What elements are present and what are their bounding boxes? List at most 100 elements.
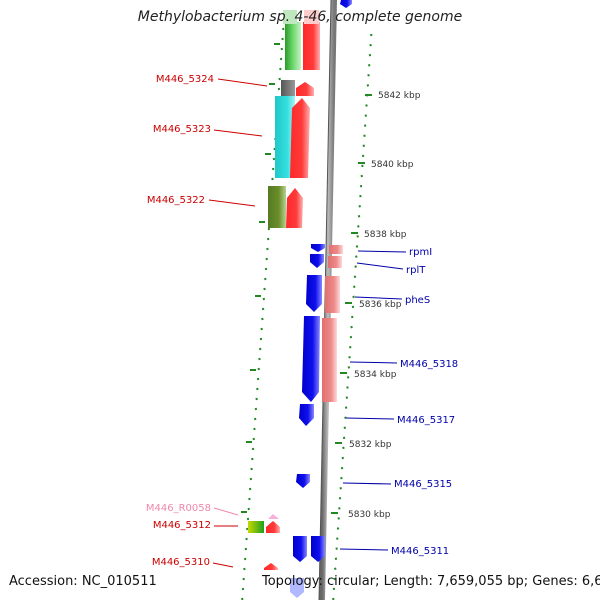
ruler-dot — [273, 147, 276, 151]
ruler-dot — [335, 547, 338, 550]
ruler-dot — [333, 577, 336, 581]
ruler-dot — [337, 517, 340, 520]
gene-label[interactable]: M446_5310 — [152, 557, 210, 568]
ruler-dot — [267, 227, 271, 231]
ruler-dot — [280, 47, 284, 51]
kbp-label: 5838 kbp — [364, 230, 407, 240]
ruler-dot — [245, 537, 248, 541]
ruler-dot — [265, 257, 268, 261]
ruler-dot — [338, 497, 342, 500]
gene-feature — [266, 521, 280, 533]
kbp-label: 5840 kbp — [371, 160, 414, 170]
gene-label[interactable]: M446_5312 — [153, 520, 211, 531]
gene-label[interactable]: M446_5323 — [153, 124, 211, 135]
ruler-dot — [251, 447, 255, 451]
gene-label[interactable]: M446_R0058 — [146, 503, 211, 514]
ruler-dot — [338, 507, 341, 510]
gene-feature — [281, 80, 295, 96]
ruler-dot — [358, 204, 361, 208]
gene-feature — [340, 0, 352, 8]
ruler-dot — [260, 327, 263, 331]
ruler-dot — [246, 527, 249, 531]
ruler-dot — [266, 237, 270, 241]
ruler-dot — [241, 587, 245, 591]
reverse-strand-features — [290, 0, 352, 598]
ruler-dot — [277, 87, 281, 91]
gene-label[interactable]: M446_5317 — [397, 415, 455, 426]
ruler-dot — [355, 245, 359, 248]
map-title: Methylobacterium sp. 4-46, complete geno… — [137, 9, 463, 25]
gene-feature — [306, 275, 322, 312]
ruler-dot — [281, 37, 284, 41]
gene-label[interactable]: M446_5315 — [394, 479, 452, 490]
gene-feature — [296, 474, 310, 488]
ruler-dot — [364, 114, 368, 117]
leader-line — [357, 250, 407, 253]
ruler-dot — [341, 456, 344, 460]
gene-label[interactable]: pheS — [405, 295, 430, 306]
leader-line — [217, 78, 268, 87]
ruler-dot — [359, 184, 363, 188]
ruler-dot — [247, 507, 250, 511]
ruler-dot — [264, 277, 267, 281]
gene-feature — [304, 10, 319, 24]
ruler-dot — [340, 466, 344, 470]
ruler-dot — [339, 486, 342, 490]
ruler-dot — [250, 467, 253, 471]
ruler-dot — [370, 33, 373, 37]
ruler-dot — [271, 177, 274, 181]
right-gene-labels: rpmI rplT pheS M446_5318 M446_5317 M446_5315 M… — [339, 247, 458, 557]
ruler-dot — [340, 476, 343, 480]
kbp-label: 5836 kbp — [359, 300, 402, 310]
ruler-dot — [279, 67, 282, 71]
ruler-dot — [336, 527, 340, 530]
ruler-dot — [248, 487, 252, 491]
ruler-dot — [350, 325, 353, 329]
ruler-dot — [362, 144, 366, 148]
ruler-dot — [356, 235, 359, 238]
ruler-dot — [348, 345, 352, 349]
ruler-dot — [346, 386, 349, 389]
ruler-dot — [361, 164, 364, 168]
gene-label[interactable]: M446_5318 — [400, 359, 458, 370]
ruler-dot — [261, 317, 264, 321]
gene-feature — [296, 82, 314, 96]
ruler-dot — [360, 174, 363, 178]
gene-feature — [248, 521, 264, 533]
gene-feature — [268, 186, 286, 228]
ruler-dot — [351, 315, 354, 319]
ruler-dot — [282, 27, 285, 31]
gene-label[interactable]: rplT — [406, 265, 426, 276]
ruler-dot — [367, 63, 371, 67]
ruler-dot — [369, 43, 372, 47]
gene-feature — [283, 10, 297, 24]
gene-label[interactable]: M446_5311 — [391, 546, 449, 557]
ruler-dot — [336, 537, 339, 540]
leader-line — [213, 507, 239, 516]
ruler-dot — [278, 77, 281, 81]
ruler-dot — [342, 446, 345, 450]
gene-feature — [286, 188, 303, 228]
kbp-label: 5842 kbp — [378, 91, 421, 101]
gene-label[interactable]: M446_5324 — [156, 74, 214, 85]
ruler-dot — [263, 287, 266, 291]
ruler-dot — [351, 305, 355, 309]
ruler-dot — [264, 267, 268, 271]
gene-label[interactable]: rpmI — [409, 247, 432, 258]
ruler-dot — [252, 437, 255, 441]
ruler-dot — [353, 285, 356, 289]
gene-feature — [328, 256, 342, 268]
gene-feature — [303, 22, 320, 70]
gene-feature — [275, 96, 295, 178]
kbp-label: 5832 kbp — [349, 440, 392, 450]
ruler-dot — [363, 124, 367, 127]
leader-line — [213, 129, 263, 137]
gene-feature — [285, 22, 301, 70]
ruler-dot — [334, 557, 338, 560]
gene-label[interactable]: M446_5322 — [147, 195, 205, 206]
left-gene-labels: M446_5324 M446_5323 M446_5322 M446_R0058 M44… — [146, 74, 268, 568]
ruler-dot — [352, 295, 355, 299]
ruler-dot — [355, 255, 358, 258]
leader-line — [342, 482, 392, 485]
